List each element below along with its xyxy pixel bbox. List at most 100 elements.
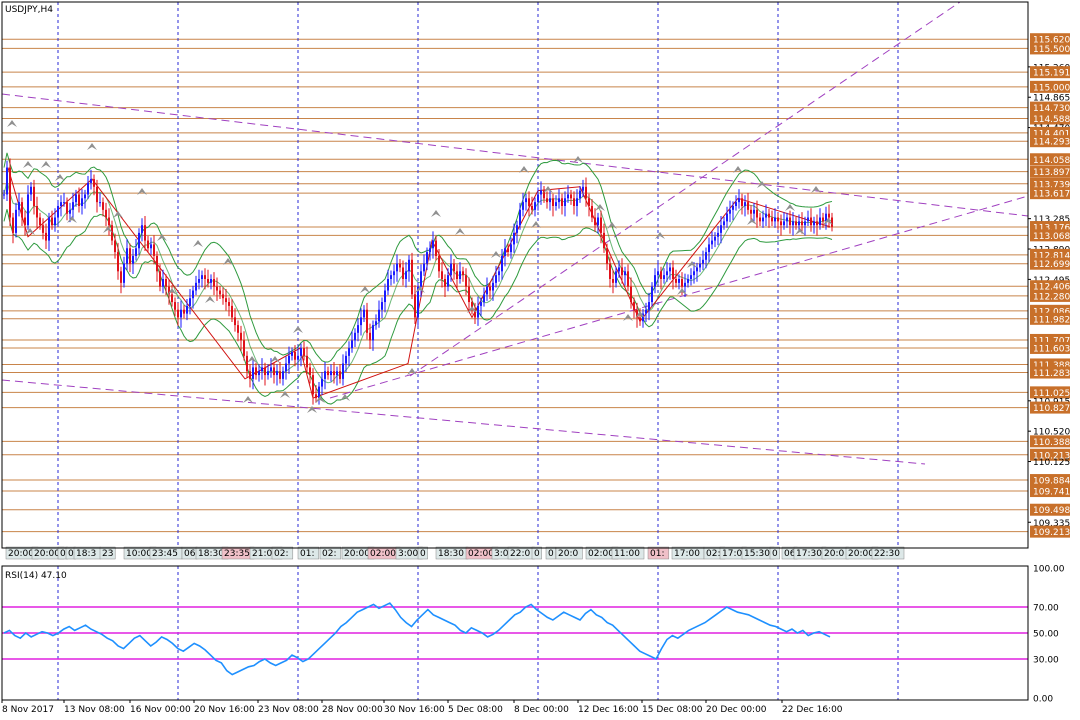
candle-body <box>789 217 791 226</box>
candle-body <box>399 263 401 268</box>
session-marker-label: 0 <box>60 549 66 559</box>
price-label-box <box>1030 386 1070 399</box>
candle-body <box>627 271 629 287</box>
candle-body <box>828 213 830 218</box>
candle-body <box>651 286 653 303</box>
price-label-box <box>1030 280 1070 293</box>
candle-body <box>366 309 368 333</box>
candle-body <box>189 298 191 306</box>
candle-body <box>669 267 671 272</box>
session-marker-label: 20:0 <box>824 549 844 559</box>
session-marker-label: 18:30 <box>198 549 224 559</box>
candle-body <box>732 205 734 210</box>
price-label-box <box>1030 165 1070 178</box>
candle-body <box>603 232 605 249</box>
candle-body <box>30 186 32 195</box>
session-marker-label: 02:00 <box>468 549 494 559</box>
session-marker-box <box>271 546 294 560</box>
candle-body <box>84 194 86 199</box>
candle-body <box>273 367 275 376</box>
price-label-box <box>1030 503 1070 516</box>
candle-body <box>300 348 302 356</box>
candle-body <box>333 371 335 376</box>
candle-body <box>636 309 638 318</box>
candle-body <box>162 279 164 287</box>
fractal-marker <box>519 166 529 173</box>
candle-body <box>39 217 41 226</box>
fractal-marker <box>137 188 147 195</box>
session-marker-label: 11:00 <box>614 549 640 559</box>
candle-body <box>411 259 413 295</box>
session-marker-box <box>99 546 116 560</box>
candle-body <box>696 267 698 272</box>
candle-body <box>684 282 686 287</box>
candle-body <box>429 248 431 253</box>
candle-body <box>282 371 284 379</box>
candle-body <box>159 271 161 287</box>
price-label-box <box>1030 112 1070 125</box>
candle-body <box>51 217 53 226</box>
candle-body <box>594 217 596 226</box>
fractal-marker <box>113 211 123 218</box>
candle-body <box>219 290 221 295</box>
session-marker-label: 20:00 <box>34 549 60 559</box>
price-label: 112.280 <box>1033 292 1070 302</box>
candle-body <box>756 209 758 218</box>
price-label-box <box>1030 177 1070 190</box>
session-marker-box <box>611 546 645 560</box>
candle-body <box>654 275 656 287</box>
session-marker-label: 20:00 <box>848 549 874 559</box>
session-marker-label: 18:30 <box>438 549 464 559</box>
candle-body <box>192 290 194 299</box>
candle-body <box>489 286 491 291</box>
candle-body <box>150 244 152 249</box>
candle-body <box>531 205 533 210</box>
candle-body <box>378 309 380 322</box>
candle-body <box>147 240 149 249</box>
candle-body <box>144 225 146 241</box>
fractal-marker <box>280 391 290 398</box>
price-label-box <box>1030 126 1070 139</box>
horizontal-level-lines <box>2 38 1028 533</box>
rsi-axis-label: 100.00 <box>1033 565 1065 575</box>
candle-body <box>234 317 236 326</box>
candle-body <box>294 352 296 360</box>
candle-body <box>468 286 470 303</box>
price-label-box <box>1030 448 1070 461</box>
candle-body <box>774 217 776 222</box>
price-label: 114.401 <box>1033 129 1070 139</box>
candle-body <box>384 290 386 303</box>
candle-body <box>555 202 557 206</box>
candle-body <box>12 217 14 233</box>
candle-body <box>240 332 242 341</box>
candle-body <box>822 217 824 222</box>
session-marker-label: 02: <box>706 549 720 559</box>
candle-body <box>18 202 20 210</box>
price-label-box <box>1030 485 1070 498</box>
price-label: 109.741 <box>1033 488 1070 498</box>
candle-body <box>216 286 218 291</box>
candle-body <box>666 271 668 276</box>
price-label: 111.603 <box>1033 344 1070 354</box>
price-label: 110.388 <box>1033 438 1070 448</box>
price-label: 109.335 <box>1033 519 1070 529</box>
candle-body <box>606 248 608 264</box>
candle-body <box>78 194 80 206</box>
candle-body <box>141 225 143 233</box>
price-label: 109.213 <box>1033 528 1070 538</box>
candle-body <box>456 271 458 279</box>
candle-body <box>600 217 602 233</box>
candle-body <box>135 248 137 256</box>
candle-body <box>522 202 524 210</box>
candle-body <box>801 221 803 226</box>
candle-body <box>453 263 455 272</box>
candle-body <box>357 325 359 333</box>
candle-body <box>660 271 662 279</box>
candle-body <box>72 202 74 210</box>
candle-body <box>381 302 383 310</box>
candle-body <box>417 286 419 318</box>
candle-body <box>75 194 77 203</box>
candle-body <box>309 367 311 376</box>
